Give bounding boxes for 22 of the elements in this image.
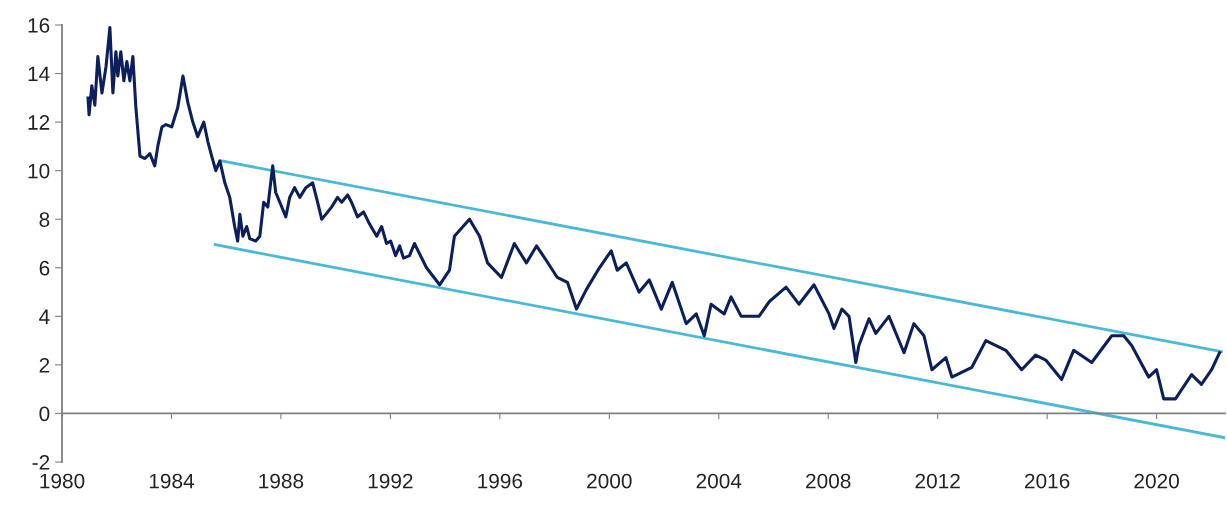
x-tick-label: 2004 [696,473,742,489]
y-tick-label: 0 [39,406,50,422]
x-tick-label: 2012 [915,473,960,489]
y-tick-label: 16 [28,18,50,33]
x-tick-label: 1996 [478,473,523,489]
y-tick-label: -2 [32,455,50,470]
y-tick-label: 14 [28,66,50,82]
x-tick-label: 1992 [368,473,413,489]
y-tick-label: 4 [39,309,50,324]
y-tick-label: 12 [28,115,50,130]
x-tick-label: 1980 [40,473,85,489]
x-tick-label: 2016 [1025,473,1070,489]
x-tick-label: 2008 [806,473,851,489]
y-tick-label: 8 [39,212,50,227]
y-tick-label: 10 [28,163,50,179]
x-tick-label: 1984 [149,473,195,489]
x-tick-label: 2020 [1134,473,1179,489]
x-tick-label: 2000 [587,473,632,489]
x-tick-label: 1988 [259,473,304,489]
line-series [86,25,1222,401]
y-tick-label: 6 [39,260,50,276]
y-tick-label: 2 [39,357,50,373]
